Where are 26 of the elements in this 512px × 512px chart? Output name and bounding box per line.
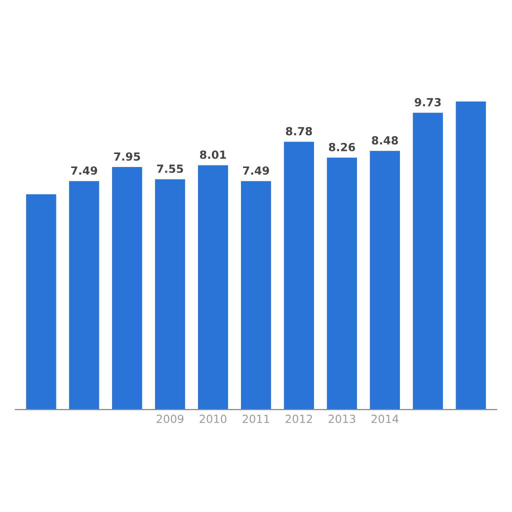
data-label: 9.73 [414, 98, 441, 106]
x-tick-label: 2014 [372, 414, 398, 424]
data-label: 7.49 [71, 166, 98, 175]
data-label: 8.01 [200, 150, 226, 159]
bar [456, 101, 486, 410]
x-tick-label: 2009 [156, 414, 184, 424]
bar [112, 167, 142, 410]
bar [240, 181, 272, 410]
bar [198, 165, 228, 410]
data-label: 7.95 [114, 152, 140, 161]
x-tick-label: 2010 [200, 414, 226, 424]
x-tick-label: 2012 [286, 414, 312, 424]
bar [326, 158, 357, 410]
bar [412, 112, 443, 410]
bar [26, 194, 56, 410]
bar [155, 179, 186, 410]
data-label: 8.78 [286, 127, 312, 136]
data-label: 7.55 [157, 164, 183, 173]
x-tick-label: 2011 [242, 414, 270, 424]
x-tick-label: 2013 [328, 414, 356, 424]
data-label: 7.49 [243, 166, 269, 175]
data-label: 8.48 [372, 136, 398, 145]
bar [370, 150, 400, 410]
bar [284, 142, 314, 410]
bar [69, 181, 100, 410]
data-label: 8.26 [328, 142, 356, 152]
